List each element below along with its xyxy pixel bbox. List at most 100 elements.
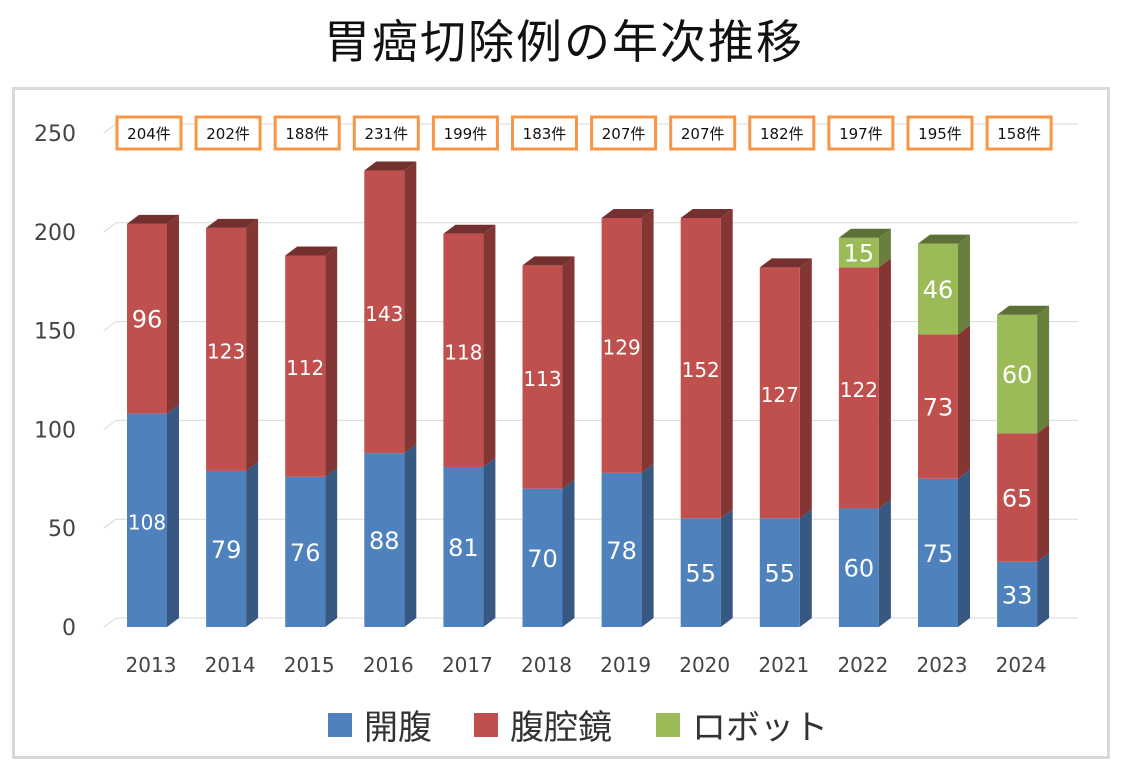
bar-open [522, 488, 563, 627]
total-box [906, 115, 974, 151]
gridline-diag [103, 222, 117, 233]
data-label-robot: 15 [844, 240, 875, 268]
total-label: 195件 [918, 125, 962, 143]
bar-side-robot [1037, 305, 1050, 434]
bar-side-open [799, 509, 812, 627]
total-label: 207件 [602, 125, 646, 143]
data-label-open: 70 [527, 545, 558, 573]
data-label-robot: 46 [923, 276, 954, 304]
bar-laparoscopic [206, 227, 247, 471]
x-tick-label: 2022 [837, 653, 888, 677]
bar-side-open [167, 404, 179, 627]
data-label-open: 75 [923, 540, 954, 568]
bar-top [759, 258, 812, 268]
bar-laparoscopic [443, 233, 484, 467]
bar-side-laparoscopic [325, 246, 338, 477]
bar-laparoscopic [997, 433, 1038, 562]
x-tick-label: 2015 [284, 653, 335, 677]
bar-side-laparoscopic [404, 161, 417, 454]
bar-laparoscopic [838, 267, 879, 509]
x-tick-label: 2024 [996, 653, 1047, 677]
data-label-laparoscopic: 152 [682, 358, 720, 382]
x-tick-label: 2013 [126, 653, 177, 677]
bar-side-open [325, 467, 338, 627]
total-label: 182件 [760, 125, 804, 143]
x-tick-label: 2019 [600, 653, 651, 677]
bar-open [601, 472, 642, 627]
data-label-open: 76 [290, 539, 321, 567]
legend-item-open: 開腹 [328, 700, 432, 749]
bar-open [206, 470, 247, 627]
data-label-open: 81 [448, 534, 479, 562]
data-label-laparoscopic: 129 [603, 335, 641, 359]
bar-open [918, 478, 958, 627]
total-box [827, 115, 895, 151]
bar-side-open [483, 457, 496, 627]
bar-side-open [878, 499, 891, 627]
total-box [194, 115, 262, 151]
y-tick-label: 0 [62, 616, 76, 641]
chart-frame [12, 87, 1110, 759]
total-label: 158件 [997, 125, 1041, 143]
bar-side-laparoscopic [167, 214, 179, 414]
total-label: 231件 [364, 125, 408, 143]
gridline-diag [103, 123, 117, 134]
data-label-open: 60 [844, 555, 875, 583]
bar-side-laparoscopic [246, 218, 259, 471]
bar-side-open [246, 461, 259, 627]
bar-open [127, 413, 167, 627]
bar-side-open [562, 479, 575, 627]
data-label-laparoscopic: 112 [286, 356, 324, 380]
total-box [590, 115, 658, 151]
gridline-diag [103, 518, 117, 529]
bar-top [997, 305, 1050, 315]
x-tick-label: 2023 [917, 653, 968, 677]
total-label: 207件 [681, 125, 725, 143]
y-tick-label: 100 [34, 418, 76, 443]
x-tick-label: 2018 [521, 653, 572, 677]
data-label-laparoscopic: 122 [840, 378, 878, 402]
bar-top [601, 208, 654, 218]
data-label-laparoscopic: 127 [761, 383, 799, 407]
total-label: 197件 [839, 125, 883, 143]
bar-side-laparoscopic [958, 325, 970, 479]
total-label: 183件 [523, 125, 567, 143]
bar-side-laparoscopic [483, 224, 496, 467]
legend-item-robot: ロボット [656, 700, 828, 749]
data-label-open: 55 [765, 560, 796, 588]
total-label: 202件 [206, 125, 250, 143]
data-label-laparoscopic: 73 [923, 394, 954, 422]
bar-robot [918, 243, 958, 335]
bar-laparoscopic [680, 217, 721, 519]
gridline-diag [103, 419, 117, 430]
total-box [511, 115, 578, 151]
legend-swatch-open [328, 712, 352, 737]
chart-title: 胃癌切除例の年次推移 [324, 15, 804, 69]
data-label-open: 108 [128, 510, 166, 534]
bar-open [997, 561, 1038, 627]
x-tick-label: 2020 [679, 653, 730, 677]
total-box [748, 115, 816, 151]
data-label-open: 55 [685, 560, 716, 588]
bar-side-laparoscopic [799, 258, 812, 519]
bar-side-open [404, 444, 417, 627]
bar-laparoscopic [601, 217, 642, 473]
y-tick-label: 50 [48, 517, 76, 542]
legend-swatch-laparoscopic [474, 712, 498, 737]
gridline-diag [103, 617, 117, 628]
bar-side-open [1037, 552, 1050, 627]
bar-top [680, 208, 733, 218]
bar-top [443, 224, 496, 234]
bar-laparoscopic [522, 265, 563, 489]
y-tick-label: 250 [34, 122, 76, 147]
y-tick-label: 150 [34, 320, 76, 345]
bar-top [206, 218, 259, 228]
bar-open [443, 466, 484, 627]
bar-side-open [641, 463, 654, 627]
data-label-open: 33 [1002, 581, 1033, 609]
total-box [431, 115, 499, 151]
bar-side-laparoscopic [1037, 424, 1050, 562]
bar-open [285, 476, 326, 627]
bar-side-laparoscopic [562, 256, 575, 489]
x-tick-label: 2017 [442, 653, 493, 677]
